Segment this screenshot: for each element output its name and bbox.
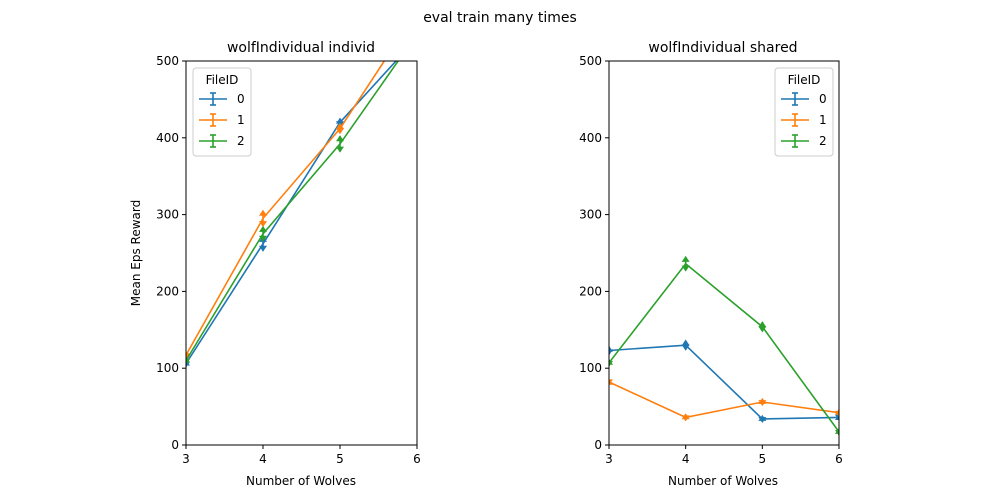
x-tick-label: 6	[835, 452, 843, 466]
series-line-2	[186, 61, 400, 361]
x-tick-label: 3	[182, 452, 190, 466]
error-cap-up	[259, 225, 267, 232]
y-tick-label: 100	[579, 361, 602, 375]
legend: FileID 0 1 2	[192, 67, 252, 157]
y-tick-label: 100	[156, 361, 179, 375]
axes-frame	[608, 60, 840, 446]
error-cap-down	[609, 349, 613, 356]
error-cap-down	[835, 414, 839, 421]
legend: FileID 0 1 2	[774, 67, 834, 157]
y-tick-label: 200	[156, 284, 179, 298]
y-tick-label: 400	[579, 131, 602, 145]
legend-label: 2	[237, 134, 245, 148]
panel-shared: wolfIndividual shared Number of Wolves 3…	[579, 40, 843, 488]
panel-title: wolfIndividual individ	[227, 40, 375, 56]
x-tick-label: 3	[605, 452, 613, 466]
y-tick-label: 0	[594, 438, 602, 452]
error-cap-down	[609, 360, 613, 367]
error-cap-up	[681, 339, 690, 346]
legend-label: 1	[819, 113, 827, 127]
series-line-2	[609, 262, 839, 433]
plot-area	[609, 255, 839, 437]
error-cap-down	[681, 344, 690, 351]
series-line-1	[609, 381, 839, 419]
error-cap-up	[758, 321, 767, 328]
error-cap-down	[758, 400, 767, 407]
x-tick-label: 5	[759, 452, 767, 466]
error-cap-down	[609, 379, 613, 386]
x-tick-label: 4	[682, 452, 690, 466]
series-line-0	[609, 344, 839, 420]
axes-frame	[185, 60, 418, 446]
error-cap-down	[835, 430, 839, 437]
error-cap-down	[681, 265, 690, 272]
error-cap-down	[259, 221, 267, 228]
error-cap-down	[758, 416, 767, 423]
legend-label: 1	[237, 113, 245, 127]
x-tick-label: 6	[413, 452, 421, 466]
error-cap-down	[336, 128, 344, 135]
error-cap-down	[681, 415, 690, 422]
panel-title: wolfIndividual shared	[648, 40, 797, 56]
error-cap-up	[681, 255, 690, 262]
y-tick-label: 300	[579, 208, 602, 222]
y-tick-label: 500	[156, 54, 179, 68]
error-cap-down	[186, 361, 190, 368]
error-cap-up	[336, 122, 344, 129]
legend-box	[774, 67, 834, 157]
y-tick-label: 400	[156, 131, 179, 145]
plot-area	[186, 61, 400, 368]
y-tick-label: 500	[579, 54, 602, 68]
error-cap-up	[259, 209, 267, 216]
x-axis-label: Number of Wolves	[246, 474, 356, 488]
legend-title: FileID	[788, 73, 821, 87]
legend-label: 0	[819, 92, 827, 106]
y-tick-label: 300	[156, 208, 179, 222]
y-axis-label: Mean Eps Reward	[129, 200, 143, 306]
series-line-0	[186, 61, 398, 365]
y-tick-label: 200	[579, 284, 602, 298]
error-cap-down	[186, 358, 190, 365]
error-cap-up	[336, 135, 344, 142]
legend-label: 0	[237, 92, 245, 106]
error-cap-down	[758, 326, 767, 333]
x-tick-label: 4	[259, 452, 267, 466]
x-axis-label: Number of Wolves	[668, 474, 778, 488]
legend-label: 2	[819, 134, 827, 148]
figure-suptitle: eval train many times	[423, 10, 577, 26]
panel-individ: wolfIndividual individ Number of Wolves …	[129, 40, 421, 488]
error-cap-down	[336, 146, 344, 153]
error-cap-down	[259, 235, 267, 242]
error-cap-down	[835, 410, 839, 417]
x-tick-label: 5	[336, 452, 344, 466]
error-cap-down	[259, 245, 267, 252]
legend-title: FileID	[206, 73, 239, 87]
y-tick-label: 0	[171, 438, 179, 452]
series-line-1	[186, 61, 386, 356]
legend-box	[192, 67, 252, 157]
